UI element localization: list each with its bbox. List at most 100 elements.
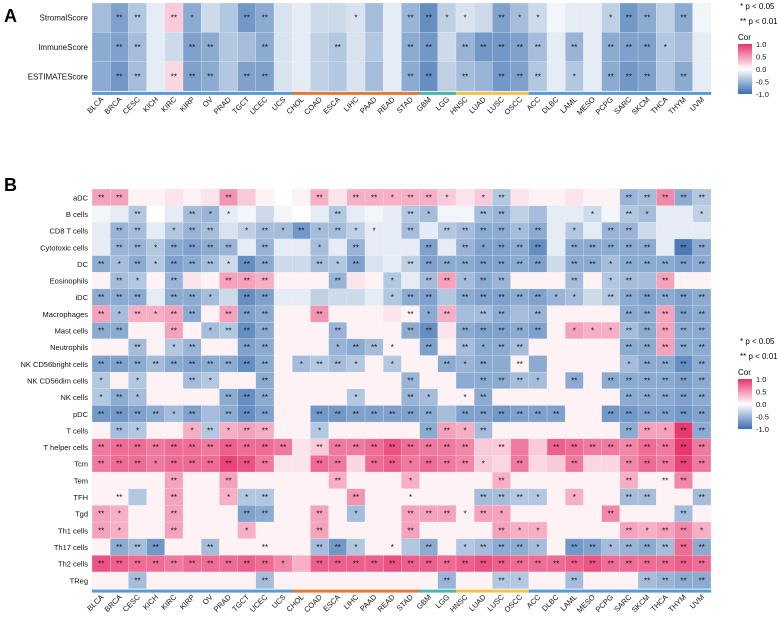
panel-a-cell (146, 2, 166, 33)
panel-b-sig-mark: ** (262, 343, 268, 352)
panel-b-cell (273, 371, 293, 390)
panel-b-sig-mark: ** (589, 543, 595, 552)
panel-b-sig-mark: ** (316, 193, 322, 202)
panel-b-sig-mark: ** (407, 310, 413, 319)
panel-b-cell (383, 488, 402, 506)
panel-b-sig-mark: ** (225, 193, 231, 202)
panel-b-cell (201, 505, 220, 523)
panel-b-sig-mark: ** (699, 343, 705, 352)
panel-b-cell (383, 388, 402, 406)
panel-b-sig-mark: ** (116, 327, 122, 336)
panel-b-legend-tick: 0.0 (756, 400, 766, 409)
panel-b-row-label: pDC (73, 410, 89, 419)
panel-b-sig-mark: ** (225, 476, 231, 485)
panel-b-sig-mark: ** (462, 293, 468, 302)
panel-b-cell (583, 505, 602, 523)
panel-b-cell (383, 322, 402, 340)
panel-a-group-bar-segment (565, 91, 584, 95)
panel-b-cell (510, 421, 530, 440)
panel-b-cell (401, 571, 420, 589)
panel-b-cell (346, 288, 366, 306)
panel-b-group-bar-segment (437, 589, 457, 593)
panel-b-sig-mark: ** (608, 410, 614, 419)
panel-b-cell (546, 538, 566, 556)
panel-b-cell (510, 505, 530, 523)
panel-b-cell (164, 188, 184, 207)
panel-b-cell (346, 371, 366, 390)
panel-b-cell (510, 438, 530, 456)
panel-b-sig-mark: ** (644, 293, 650, 302)
panel-b-cell (292, 471, 311, 490)
panel-a-group-bar-segment (601, 91, 621, 95)
panel-b-cell (601, 355, 621, 373)
panel-a-sig-mark: ** (134, 14, 140, 23)
panel-b-sig-mark: ** (426, 277, 432, 286)
panel-b-cell (292, 205, 311, 223)
panel-b-sig-mark: ** (153, 443, 159, 452)
panel-b-cell (219, 222, 238, 240)
panel-b-cell (656, 238, 675, 256)
panel-b-cell (346, 305, 366, 323)
panel-b-group-bar-segment (310, 589, 329, 593)
panel-a-group-bar-segment (437, 91, 457, 95)
panel-a-cell (692, 2, 712, 33)
panel-b-cell (128, 488, 147, 506)
panel-a-group-bar-segment (328, 91, 348, 95)
panel-b-cell (310, 571, 329, 589)
panel-b-cell (492, 355, 511, 373)
panel-b-cell (601, 305, 621, 323)
panel-a-sig-mark: ** (626, 43, 632, 52)
panel-b-cell (292, 405, 311, 423)
panel-b-sig-mark: ** (171, 460, 177, 469)
panel-b-sig-mark: ** (153, 360, 159, 369)
panel-b-cell (328, 188, 348, 207)
panel-b-legend-colorbar (738, 379, 752, 429)
panel-b-cell (601, 388, 621, 406)
panel-a-group-bar-segment (183, 91, 202, 95)
panel-b-cell (546, 188, 566, 207)
panel-b-sig-mark: ** (480, 260, 486, 269)
panel-b-sig-mark: ** (498, 476, 504, 485)
panel-b-cell (419, 521, 439, 540)
panel-a-sig-mark: ** (608, 43, 614, 52)
panel-b-x-tick-label: LUAD (467, 592, 488, 613)
panel-b-sig-mark: ** (644, 426, 650, 435)
panel-b-sig-mark: * (391, 543, 394, 552)
panel-b-cell (364, 355, 384, 373)
panel-b-cell (328, 571, 348, 589)
panel-b-sig-mark: * (518, 526, 521, 535)
panel-b-cell (546, 488, 566, 506)
panel-b-cell (455, 305, 475, 323)
panel-b-group-bar-segment (365, 589, 384, 593)
panel-b-sig-mark: ** (571, 260, 577, 269)
panel-b-cell (273, 305, 293, 323)
panel-b-cell (546, 471, 566, 490)
panel-b-sig-mark: * (609, 260, 612, 269)
panel-a-cells (91, 2, 712, 92)
panel-b-cell (528, 355, 548, 373)
panel-b-cell (383, 421, 402, 440)
panel-b-sig-mark: ** (662, 376, 668, 385)
panel-b-sig-mark: ** (535, 293, 541, 302)
panel-b-sig-mark: ** (699, 443, 705, 452)
panel-b-sig-mark: ** (680, 376, 686, 385)
panel-b-sig-mark: * (336, 343, 339, 352)
panel-b-sig-mark: ** (171, 493, 177, 502)
panel-a-cell (219, 2, 238, 33)
panel-b-cell (182, 505, 202, 523)
panel-b-sig-mark: ** (517, 360, 523, 369)
panel-a-sig-mark: ** (426, 14, 432, 23)
panel-a-sig-mark: ** (626, 14, 632, 23)
panel-b-cell (546, 388, 566, 406)
panel-b-sig-mark: ** (207, 227, 213, 236)
panel-a-legend-tick: 1.0 (756, 40, 766, 49)
panel-b-sig-mark: ** (371, 410, 377, 419)
panel-b-sig-mark: ** (116, 243, 122, 252)
panel-b-cell (583, 388, 602, 406)
panel-b-cell (546, 272, 566, 290)
panel-a-sig-note-2: ** p < 0.01 (740, 17, 777, 26)
panel-b-cell (328, 488, 348, 506)
panel-a-group-bar-segment (474, 91, 493, 95)
panel-a-cell (364, 61, 384, 92)
panel-b-sig-mark: ** (116, 443, 122, 452)
